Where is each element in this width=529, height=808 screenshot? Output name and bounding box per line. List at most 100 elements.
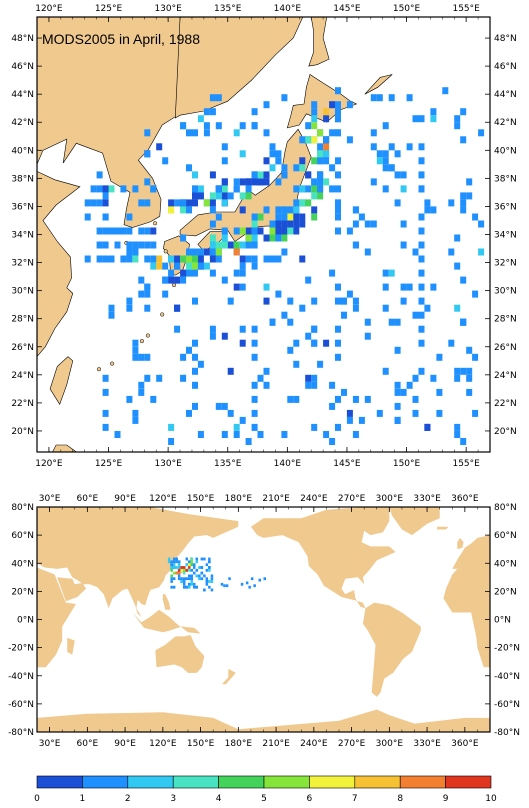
global-x-tick-label-bottom: 120°E [149,739,177,749]
observation-cell [293,395,300,403]
y-tick-label-right: 24°N [494,371,517,381]
observation-cell [263,178,270,186]
observation-cell [335,213,341,221]
island-land [152,221,158,226]
observation-cell [466,374,473,382]
regional-land-layer [36,16,393,453]
observation-cell [132,339,139,347]
global-observation-cell [193,585,196,589]
observation-cell [108,311,115,319]
observation-cell [388,164,395,172]
island-land [96,367,102,372]
observation-cell [197,255,204,263]
observation-cell [132,346,139,354]
eurasia-land [37,507,239,617]
observation-cell [209,192,216,200]
observation-cell [126,241,133,249]
observation-cell [209,325,216,333]
observation-cell [418,367,425,375]
global-x-tick-label-bottom: 210°E [262,739,290,749]
observation-cell [251,241,258,249]
observation-cell [346,290,353,298]
global-observation-cell [188,568,191,572]
y-tick-label-right: 28°N [494,315,517,325]
observation-cell [418,269,425,277]
global-observation-cell [188,577,191,581]
colorbar-label: 4 [216,794,222,804]
observation-cell [317,185,324,193]
observation-cell [114,227,121,235]
global-x-tick-label-top: 330°E [413,494,441,504]
observation-cell [215,248,222,256]
antarctica-land [37,709,490,732]
observation-cell [233,423,240,431]
observation-cell [84,255,91,263]
observation-cell [209,94,216,102]
observation-cell [144,150,151,158]
x-tick-label-bottom: 150°E [393,459,421,469]
observation-cell [299,199,306,207]
observation-cell [281,248,288,256]
observation-cell [358,416,365,424]
global-observation-cell [188,566,191,569]
global-observation-cell [183,568,186,572]
observation-cell [221,402,228,410]
observation-cell [209,199,216,207]
global-observation-cell [225,584,229,588]
global-observation-cell [200,557,204,561]
global-observation-cell [167,557,171,561]
observation-cell [108,255,115,263]
observation-cell [233,283,240,291]
global-observation-cell [183,582,186,586]
observation-cell [245,178,252,186]
observation-cell [478,129,485,137]
x-tick-label-top: 155°E [452,4,480,14]
y-tick-label-left: 38°N [11,174,34,184]
observation-cell [221,199,228,207]
observation-cell [221,234,228,242]
observation-cell [168,276,175,284]
observation-cell [382,304,389,312]
observation-cell [192,402,198,410]
observation-cell [180,255,187,263]
global-observation-cell [188,585,191,589]
observation-cell [168,255,175,263]
observation-cell [251,381,258,389]
observation-cell [335,297,341,305]
global-observation-cell [180,568,183,572]
observation-cell [233,431,240,438]
observation-cell [251,423,258,431]
observation-cell [424,206,431,214]
global-observation-cell [170,566,173,569]
observation-cell [293,206,300,214]
global-observation-cell [195,560,198,564]
observation-cell [281,213,288,221]
y-tick-label-left: 34°N [11,231,34,241]
observation-cell [424,423,431,431]
observation-cell [180,276,187,284]
observation-cell [180,206,187,214]
observation-cell [257,227,264,235]
observation-cell [394,150,401,158]
observation-cell [102,241,109,249]
kurile-land [364,74,393,95]
global-observation-cell [263,577,266,581]
global-x-tick-label-bottom: 330°E [413,739,441,749]
observation-cell [239,178,246,186]
x-tick-label-top: 150°E [393,4,421,14]
observation-cell [96,241,103,249]
observation-cell [281,431,288,438]
observation-cell [269,318,276,326]
observation-cell [186,255,192,263]
observation-cell [245,241,252,249]
observation-cell [96,255,103,263]
observation-cell [138,276,145,284]
observation-cell [144,227,151,235]
observation-cell [144,129,151,137]
global-observation-cell [185,585,188,589]
new-zealand-land [222,668,236,685]
observation-cell [192,129,198,137]
observation-cell [370,220,377,228]
observation-cell [454,122,461,130]
observation-cell [329,402,336,410]
